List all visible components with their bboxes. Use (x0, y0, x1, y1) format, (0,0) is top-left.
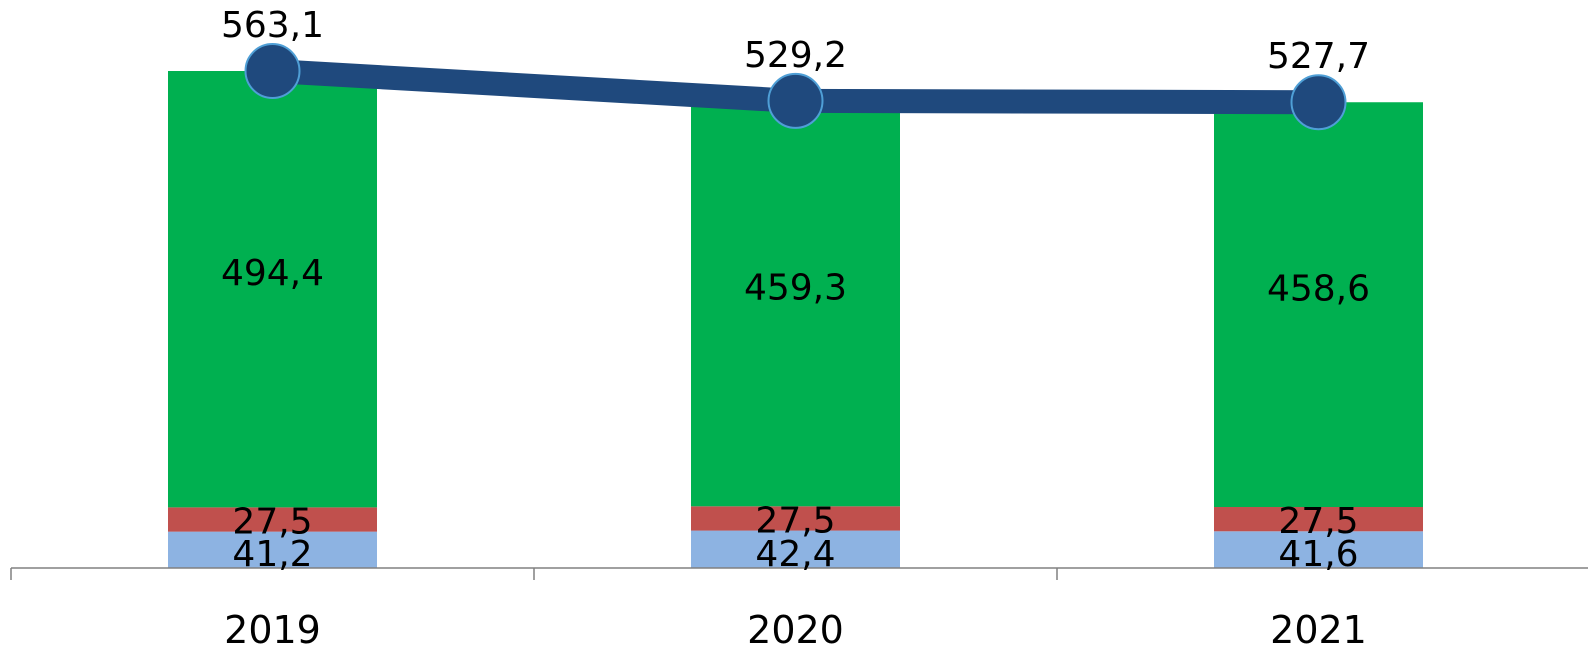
data-label: 41,2 (232, 534, 312, 575)
data-label: 494,4 (221, 253, 324, 294)
data-label: 459,3 (744, 268, 847, 309)
data-labels-layer: 41,227,5494,442,427,5459,341,627,5458,65… (221, 5, 1370, 575)
total-label: 529,2 (744, 35, 847, 76)
x-tick-label: 2020 (747, 608, 844, 652)
line-marker (244, 43, 301, 99)
bar-segment (168, 507, 377, 532)
bar-segment (691, 530, 900, 568)
bar-segment (1214, 507, 1423, 532)
data-label: 41,6 (1278, 534, 1358, 575)
data-label: 458,6 (1267, 269, 1370, 310)
total-label: 527,7 (1267, 36, 1370, 77)
line-marker (767, 72, 824, 129)
x-axis: 2019 2020 2021 (10, 567, 1588, 652)
line-marker (1290, 74, 1347, 131)
bar-segment (691, 506, 900, 531)
bar-segment (1214, 102, 1423, 508)
data-label: 27,5 (232, 502, 312, 543)
bar-segment (691, 100, 900, 507)
total-label: 563,1 (221, 5, 324, 46)
bar-segment (168, 531, 377, 568)
total-line-layer (244, 43, 1347, 131)
x-tick-label: 2019 (224, 608, 321, 652)
bars-layer (168, 71, 1423, 568)
data-label: 27,5 (755, 500, 835, 541)
data-label: 42,4 (755, 534, 835, 575)
bar-segment (1214, 531, 1423, 568)
data-label: 27,5 (1278, 501, 1358, 542)
x-tick-label: 2021 (1270, 608, 1367, 652)
bar-segment (168, 71, 377, 508)
